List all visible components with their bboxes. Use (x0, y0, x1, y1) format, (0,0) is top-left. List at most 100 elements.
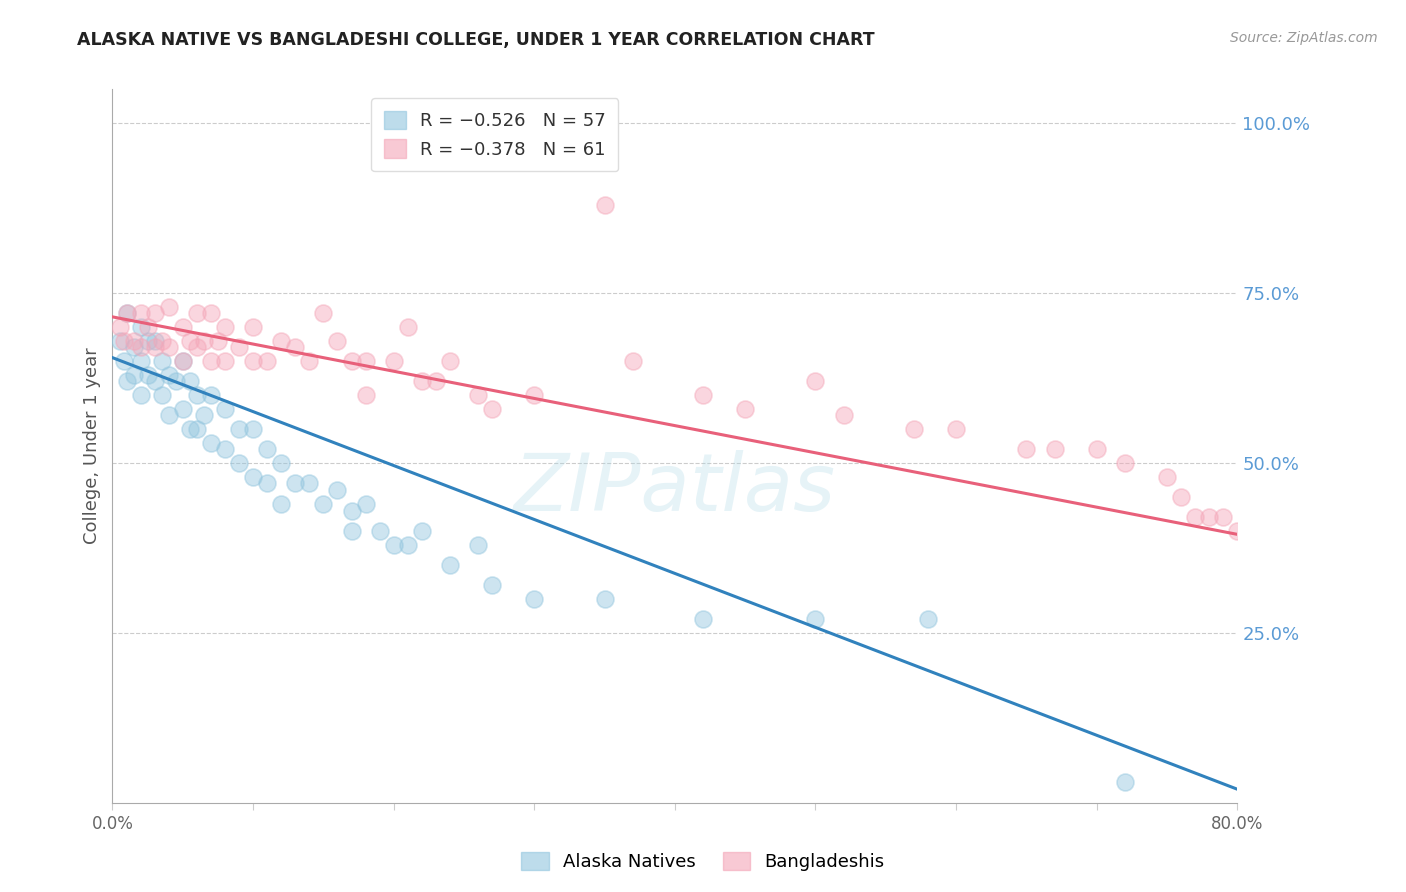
Point (396, 320, 419, 334)
Point (172, 401, 194, 416)
Point (186, 388, 208, 402)
Point (200, 388, 222, 402)
Point (340, 524, 363, 538)
Y-axis label: College, Under 1 year: College, Under 1 year (83, 348, 101, 544)
Point (150, 334, 173, 348)
Point (312, 306, 335, 320)
Point (523, 591, 546, 606)
Point (284, 341, 307, 355)
Point (411, 375, 433, 389)
Point (481, 401, 503, 416)
Point (186, 422, 208, 436)
Point (136, 334, 159, 348)
Point (122, 368, 145, 382)
Point (382, 537, 405, 551)
Point (593, 591, 616, 606)
Text: Source: ZipAtlas.com: Source: ZipAtlas.com (1230, 31, 1378, 45)
Point (354, 354, 377, 368)
Legend: R = −0.526   N = 57, R = −0.378   N = 61: R = −0.526 N = 57, R = −0.378 N = 61 (371, 98, 619, 171)
Point (179, 334, 201, 348)
Point (621, 354, 644, 368)
Point (832, 409, 855, 423)
Point (298, 476, 321, 491)
Point (1114, 775, 1136, 789)
Point (172, 320, 194, 334)
Point (1015, 442, 1038, 457)
Point (298, 354, 321, 368)
Point (340, 354, 363, 368)
Point (115, 306, 138, 320)
Point (129, 320, 152, 334)
Point (256, 354, 278, 368)
Point (270, 497, 292, 511)
Point (150, 388, 173, 402)
Point (593, 198, 616, 212)
Point (143, 341, 166, 355)
Point (1212, 510, 1234, 524)
Point (1156, 469, 1178, 483)
Legend: Alaska Natives, Bangladeshis: Alaska Natives, Bangladeshis (515, 845, 891, 879)
Point (143, 334, 166, 348)
Point (200, 354, 222, 368)
Point (917, 612, 939, 626)
Point (467, 537, 489, 551)
Point (256, 476, 278, 491)
Point (270, 456, 292, 470)
Point (1198, 510, 1220, 524)
Point (425, 375, 447, 389)
Point (467, 388, 489, 402)
Point (200, 435, 222, 450)
Point (112, 334, 135, 348)
Point (172, 354, 194, 368)
Point (228, 422, 250, 436)
Point (1114, 456, 1136, 470)
Point (112, 354, 135, 368)
Point (200, 306, 222, 320)
Point (804, 375, 827, 389)
Point (129, 341, 152, 355)
Point (129, 354, 152, 368)
Point (122, 341, 145, 355)
Point (242, 469, 264, 483)
Point (143, 375, 166, 389)
Point (692, 388, 714, 402)
Point (242, 320, 264, 334)
Point (186, 341, 208, 355)
Point (228, 341, 250, 355)
Text: ZIPatlas: ZIPatlas (513, 450, 837, 528)
Point (354, 497, 377, 511)
Point (481, 578, 503, 592)
Point (157, 341, 180, 355)
Point (523, 388, 546, 402)
Point (115, 306, 138, 320)
Point (734, 401, 756, 416)
Point (1184, 510, 1206, 524)
Point (186, 306, 208, 320)
Point (193, 409, 215, 423)
Point (1170, 490, 1192, 504)
Point (172, 354, 194, 368)
Point (193, 334, 215, 348)
Point (214, 401, 236, 416)
Text: ALASKA NATIVE VS BANGLADESHI COLLEGE, UNDER 1 YEAR CORRELATION CHART: ALASKA NATIVE VS BANGLADESHI COLLEGE, UN… (77, 31, 875, 49)
Point (157, 409, 180, 423)
Point (1226, 524, 1249, 538)
Point (179, 375, 201, 389)
Point (157, 368, 180, 382)
Point (256, 442, 278, 457)
Point (326, 334, 349, 348)
Point (136, 368, 159, 382)
Point (945, 422, 967, 436)
Point (411, 524, 433, 538)
Point (122, 334, 145, 348)
Point (242, 422, 264, 436)
Point (1043, 442, 1066, 457)
Point (396, 537, 419, 551)
Point (692, 612, 714, 626)
Point (284, 476, 307, 491)
Point (804, 612, 827, 626)
Point (157, 300, 180, 314)
Point (354, 388, 377, 402)
Point (903, 422, 925, 436)
Point (115, 375, 138, 389)
